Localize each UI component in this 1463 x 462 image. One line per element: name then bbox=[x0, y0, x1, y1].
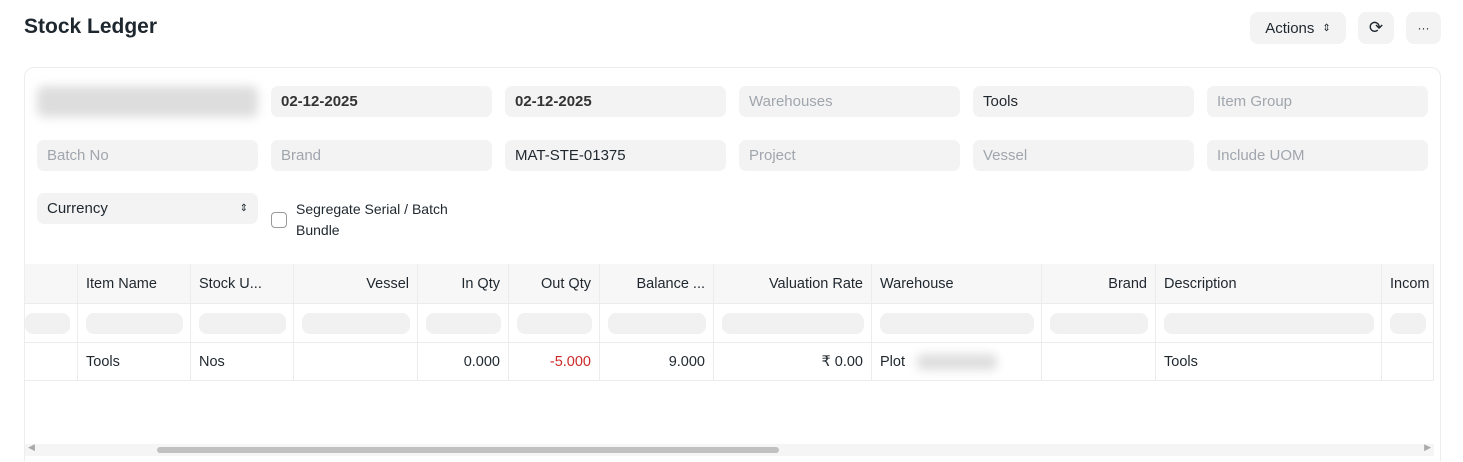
refresh-icon: ⟳ bbox=[1368, 18, 1384, 37]
warehouse-text: Plot bbox=[880, 353, 905, 370]
column-header[interactable] bbox=[25, 264, 78, 303]
currency-select[interactable]: Currency ⇕ bbox=[37, 193, 258, 224]
item-group-field[interactable]: Item Group bbox=[1207, 86, 1428, 117]
scroll-left-icon[interactable]: ◀ bbox=[28, 442, 35, 452]
table-cell: Plot bbox=[872, 343, 1042, 380]
table-cell: Tools bbox=[1156, 343, 1382, 380]
from-date-field[interactable]: 02-12-2025 bbox=[271, 86, 492, 117]
brand-field[interactable]: Brand bbox=[271, 140, 492, 171]
table-cell: -5.000 bbox=[509, 343, 600, 380]
warehouse-blurred bbox=[917, 353, 997, 370]
column-filter-input[interactable] bbox=[1164, 313, 1374, 334]
column-filter-row bbox=[25, 304, 1434, 343]
table-cell: 0.000 bbox=[418, 343, 509, 380]
column-header[interactable]: Item Name bbox=[78, 264, 191, 303]
ledger-table: Item Name Stock U... Vessel In Qty Out Qty Ba… bbox=[25, 264, 1434, 456]
column-filter-input[interactable] bbox=[426, 313, 501, 334]
company-field[interactable] bbox=[37, 86, 258, 117]
scrollbar-thumb[interactable] bbox=[157, 447, 779, 453]
filter-cell bbox=[1156, 304, 1382, 342]
to-date-field[interactable]: 02-12-2025 bbox=[505, 86, 726, 117]
column-filter-input[interactable] bbox=[517, 313, 592, 334]
column-filter-input[interactable] bbox=[1050, 313, 1148, 334]
column-filter-input[interactable] bbox=[608, 313, 706, 334]
more-icon: ··· bbox=[1417, 21, 1430, 35]
batch-no-field[interactable]: Batch No bbox=[37, 140, 258, 171]
column-header[interactable]: Vessel bbox=[294, 264, 418, 303]
column-filter-input[interactable] bbox=[86, 313, 183, 334]
segregate-checkbox[interactable] bbox=[271, 212, 287, 228]
table-header: Item Name Stock U... Vessel In Qty Out Qty Ba… bbox=[25, 264, 1434, 304]
column-header[interactable]: Brand bbox=[1042, 264, 1156, 303]
filter-cell bbox=[78, 304, 191, 342]
filter-cell bbox=[600, 304, 714, 342]
table-cell: 9.000 bbox=[600, 343, 714, 380]
table-cell: Nos bbox=[191, 343, 294, 380]
filter-cell bbox=[294, 304, 418, 342]
table-cell: Tools bbox=[78, 343, 191, 380]
project-field[interactable]: Project bbox=[739, 140, 960, 171]
column-filter-input[interactable] bbox=[25, 313, 70, 334]
filter-cell bbox=[714, 304, 872, 342]
filter-cell bbox=[872, 304, 1042, 342]
voucher-no-field[interactable]: MAT-STE-01375 bbox=[505, 140, 726, 171]
actions-label: Actions bbox=[1265, 19, 1315, 37]
refresh-button[interactable]: ⟳ bbox=[1358, 12, 1394, 44]
vessel-field[interactable]: Vessel bbox=[973, 140, 1194, 171]
column-header[interactable]: Valuation Rate bbox=[714, 264, 872, 303]
actions-button[interactable]: Actions ⇕ bbox=[1250, 12, 1346, 44]
column-filter-input[interactable] bbox=[302, 313, 410, 334]
column-header[interactable]: Out Qty bbox=[509, 264, 600, 303]
page-title: Stock Ledger bbox=[24, 15, 158, 38]
column-header[interactable]: Stock U... bbox=[191, 264, 294, 303]
chevron-updown-icon: ⇕ bbox=[1322, 22, 1331, 34]
segregate-label: Segregate Serial / Batch Bundle bbox=[296, 201, 448, 238]
table-row: Tools Nos 0.000 -5.000 9.000 ₹ 0.00 Plot Tools bbox=[25, 343, 1434, 381]
filter-cell bbox=[25, 304, 78, 342]
horizontal-scrollbar[interactable]: ◀ ▶ bbox=[25, 442, 1434, 456]
scroll-right-icon[interactable]: ▶ bbox=[1424, 442, 1431, 452]
report-card: 02-12-2025 02-12-2025 Warehouses Tools I… bbox=[24, 67, 1441, 461]
chevron-updown-icon: ⇕ bbox=[239, 203, 248, 214]
column-header[interactable]: Incom bbox=[1382, 264, 1434, 303]
table-cell bbox=[294, 343, 418, 380]
filter-cell bbox=[1042, 304, 1156, 342]
more-button[interactable]: ··· bbox=[1406, 12, 1441, 44]
item-field[interactable]: Tools bbox=[973, 86, 1194, 117]
warehouse-field[interactable]: Warehouses bbox=[739, 86, 960, 117]
column-header[interactable]: Balance ... bbox=[600, 264, 714, 303]
column-header[interactable]: Description bbox=[1156, 264, 1382, 303]
column-filter-input[interactable] bbox=[880, 313, 1034, 334]
column-filter-input[interactable] bbox=[199, 313, 286, 334]
column-header[interactable]: In Qty bbox=[418, 264, 509, 303]
table-cell bbox=[1042, 343, 1156, 380]
filter-cell bbox=[509, 304, 600, 342]
filter-cell bbox=[191, 304, 294, 342]
filter-cell bbox=[1382, 304, 1434, 342]
filter-cell bbox=[418, 304, 509, 342]
currency-label: Currency bbox=[47, 200, 108, 217]
table-cell bbox=[1382, 343, 1434, 380]
include-uom-field[interactable]: Include UOM bbox=[1207, 140, 1428, 171]
table-cell: ₹ 0.00 bbox=[714, 343, 872, 380]
column-header[interactable]: Warehouse bbox=[872, 264, 1042, 303]
column-filter-input[interactable] bbox=[1390, 313, 1426, 334]
column-filter-input[interactable] bbox=[722, 313, 864, 334]
table-cell bbox=[25, 343, 78, 380]
